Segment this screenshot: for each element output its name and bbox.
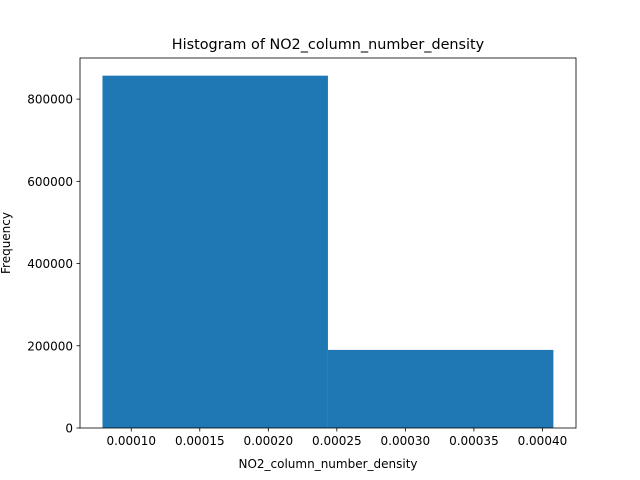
y-tick-label: 400000 — [27, 257, 73, 271]
x-tick-label: 0.00020 — [244, 434, 294, 448]
bars-group — [102, 75, 554, 428]
histogram-bar-1 — [102, 75, 328, 428]
x-ticks: 0.00010 0.00015 0.00020 0.00025 0.00030 0.000… — [106, 428, 567, 448]
y-ticks: 0 200000 400000 600000 800000 — [27, 93, 80, 436]
x-tick-label: 0.00015 — [175, 434, 225, 448]
y-tick-label: 800000 — [27, 93, 73, 107]
x-tick-label: 0.00025 — [312, 434, 362, 448]
y-tick-label: 0 — [65, 422, 73, 436]
y-tick-label: 600000 — [27, 175, 73, 189]
chart-title: Histogram of NO2_column_number_density — [172, 37, 485, 53]
x-tick-label: 0.00040 — [518, 434, 568, 448]
plot-frame — [79, 57, 577, 429]
y-axis-label: Frequency — [0, 212, 13, 274]
x-tick-label: 0.00035 — [449, 434, 499, 448]
x-tick-label: 0.00010 — [106, 434, 156, 448]
y-tick-label: 200000 — [27, 339, 73, 353]
histogram-bar-2 — [327, 349, 554, 428]
x-tick-label: 0.00030 — [381, 434, 431, 448]
x-axis-label: NO2_column_number_density — [238, 457, 417, 471]
